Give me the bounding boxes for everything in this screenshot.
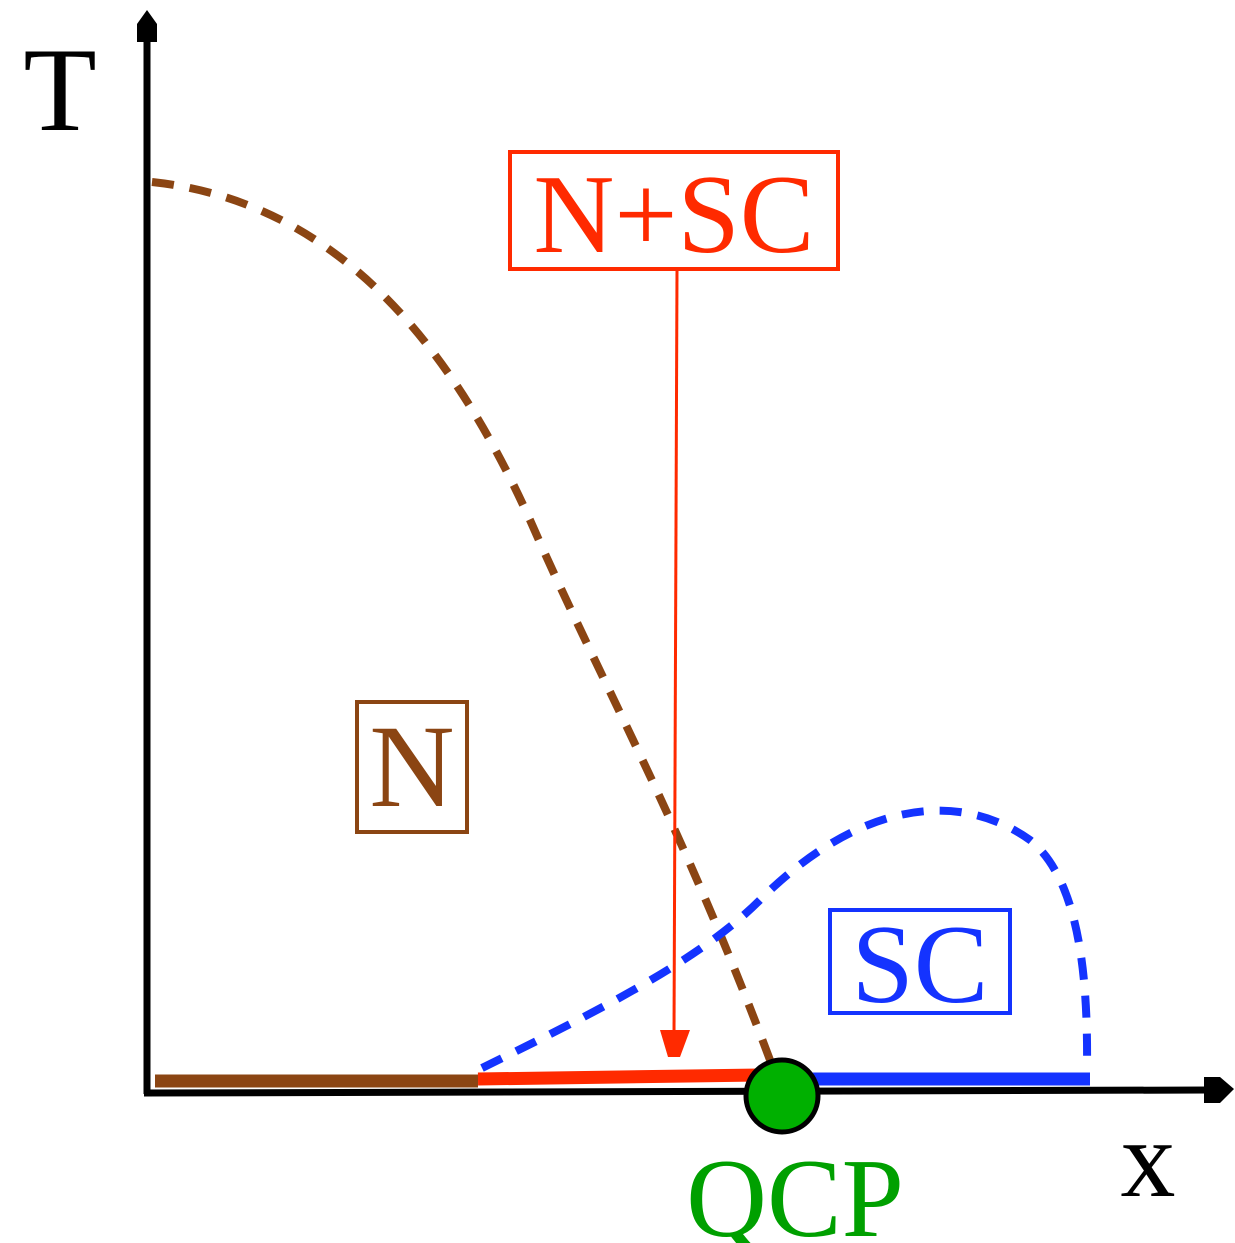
coexistence-label: N+SC <box>533 153 814 277</box>
x-axis-label: x <box>1121 1098 1176 1220</box>
coexistence-pointer-arrowhead <box>660 1030 690 1057</box>
y-axis-label: T <box>23 23 96 156</box>
normal-label: N <box>369 701 454 832</box>
normal-label-box <box>355 700 469 834</box>
coexistence-baseline <box>477 1068 761 1086</box>
coexistence-pointer-line <box>672 269 679 1035</box>
normal-phase-boundary <box>151 178 774 1062</box>
qcp-label: QCP <box>686 1137 904 1243</box>
x-axis <box>143 1086 1211 1097</box>
y-axis-arrowhead <box>137 10 157 42</box>
sc-dome-boundary <box>480 806 1092 1072</box>
coexistence-label-box <box>508 150 840 271</box>
qcp-marker <box>743 1057 821 1135</box>
sc-label-box <box>828 908 1012 1015</box>
sc-label: SC <box>852 903 989 1027</box>
x-axis-arrowhead <box>1204 1077 1234 1103</box>
